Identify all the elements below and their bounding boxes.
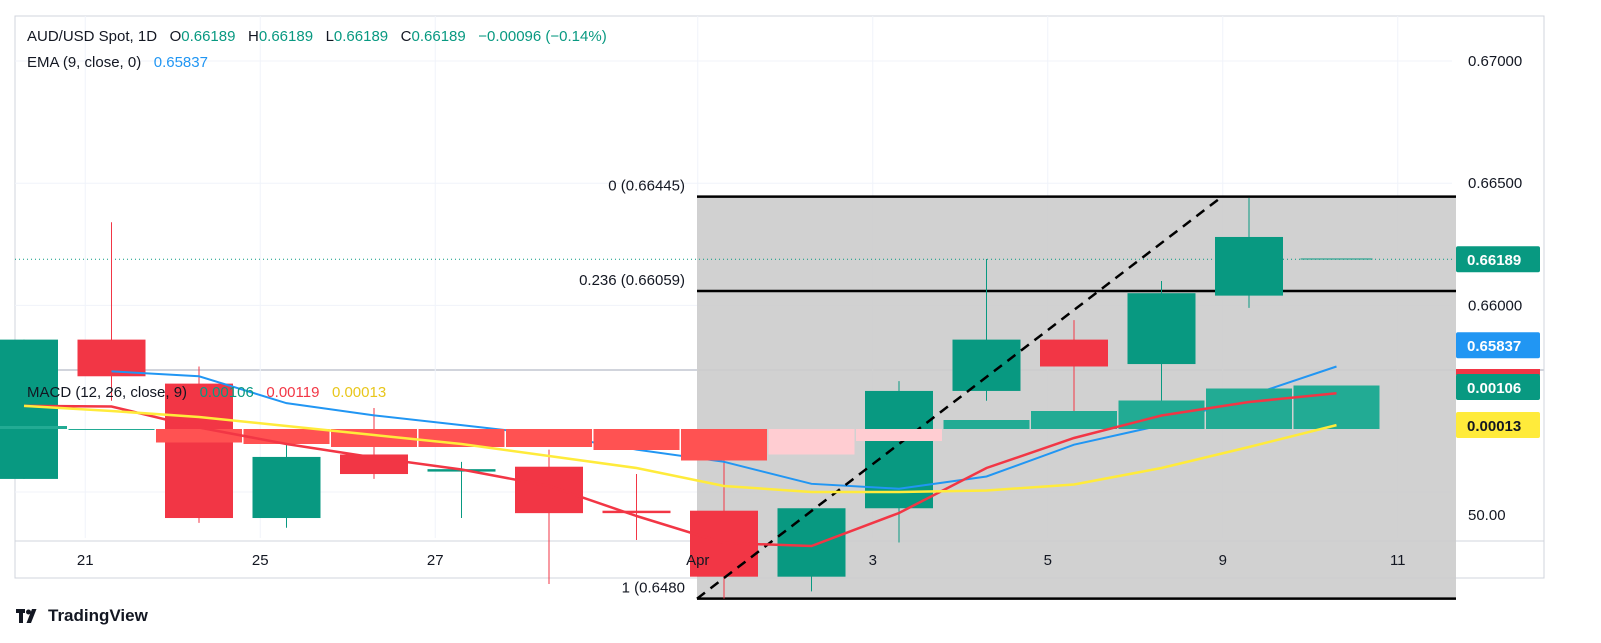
candle-body [1215, 236, 1283, 296]
price-axis-tick: 0.66500 [1468, 175, 1522, 192]
macd-legend-label: MACD (12, 26, close, 9) [27, 384, 188, 401]
candle-body [515, 466, 583, 514]
candle-body [165, 383, 233, 519]
low-value: 0.66189 [333, 28, 389, 45]
macd-line [23, 392, 1337, 548]
signal-line [23, 404, 1337, 494]
time-axis-tick: 21 [77, 552, 94, 569]
price-tag: 0.66189 [1467, 252, 1521, 269]
macd-histogram-bar [68, 429, 155, 430]
price-legend: AUD/USD Spot, 1D O0.66189 H0.66189 L0.66… [27, 28, 607, 45]
macd-histogram-bar [243, 429, 330, 444]
macd-histogram-bar [856, 429, 942, 441]
macd-histogram-bar [1206, 388, 1292, 429]
macd-histogram-bar [506, 429, 592, 447]
tradingview-branding[interactable]: TradingView [16, 606, 148, 626]
tradingview-logo-icon [16, 609, 37, 623]
trend-line [696, 195, 1223, 600]
macd-histogram-bar [156, 429, 242, 443]
macd-legend-signal: 0.00013 [331, 384, 387, 401]
price-tag-bg [1456, 246, 1540, 273]
open-value: 0.66189 [181, 28, 236, 45]
macd-histogram-bar [593, 429, 680, 450]
candle-body [602, 510, 671, 514]
candle-body [0, 339, 58, 479]
macd-histogram-bar [681, 429, 767, 461]
candle-body [1127, 293, 1196, 365]
macd-histogram-bar [768, 429, 855, 455]
macd-tag-bg [1456, 374, 1540, 400]
candle-body [1040, 339, 1108, 367]
fib-level-label: 1 (0.6480 [622, 580, 685, 597]
high-label: H [247, 28, 259, 45]
fib-level-label: 0.236 (0.66059) [579, 272, 685, 289]
close-label: C [400, 28, 412, 45]
fib-level-label: 0 (0.66445) [608, 178, 685, 195]
time-axis-tick: 9 [1219, 552, 1227, 569]
macd-histogram-bar [0, 426, 67, 429]
macd-tag: 0.00106 [1467, 380, 1521, 397]
ema-tag: 0.65837 [1467, 338, 1521, 355]
time-axis-tick: 25 [252, 552, 269, 569]
macd-legend-macd: 0.00119 [266, 384, 320, 401]
macd-histogram-bar [943, 420, 1030, 429]
candle-body [777, 508, 846, 577]
open-label: O [169, 28, 182, 45]
time-axis-tick: 3 [869, 552, 877, 569]
ema-legend-value: 0.65837 [153, 54, 208, 71]
ema-line [111, 365, 1337, 490]
candle-body [252, 456, 321, 519]
change-value: −0.00096 (−0.14%) [478, 28, 607, 45]
price-axis-tick: 0.66000 [1468, 297, 1522, 314]
macd-legend: MACD (12, 26, close, 9) 0.00106 0.00119 … [27, 384, 386, 401]
price-axis-tick: 0.67000 [1468, 53, 1522, 70]
macd-axis-tick: 50.00 [1468, 507, 1506, 524]
candle-body [952, 339, 1021, 391]
close-value: 0.66189 [411, 28, 466, 45]
time-axis-tick: 5 [1044, 552, 1052, 569]
high-value: 0.66189 [258, 28, 314, 45]
signal-tag-bg [1456, 412, 1540, 438]
ema-legend-label: EMA (9, close, 0) [27, 54, 142, 71]
ema-legend: EMA (9, close, 0) 0.65837 [27, 54, 208, 71]
macd-tag-edge [1456, 369, 1540, 375]
time-axis-tick: Apr [686, 552, 709, 569]
time-axis-tick: 27 [427, 552, 444, 569]
symbol-label: AUD/USD Spot, 1D [27, 28, 158, 45]
tradingview-text: TradingView [48, 606, 148, 625]
macd-legend-hist: 0.00106 [199, 384, 254, 401]
macd-histogram-bar [1031, 411, 1117, 429]
macd-histogram-bar [1293, 385, 1380, 429]
low-label: L [325, 28, 334, 45]
ema-tag-bg [1456, 332, 1540, 359]
time-axis-tick: 11 [1390, 552, 1406, 569]
candle-body [77, 339, 146, 377]
signal-tag: 0.00013 [1467, 418, 1521, 435]
